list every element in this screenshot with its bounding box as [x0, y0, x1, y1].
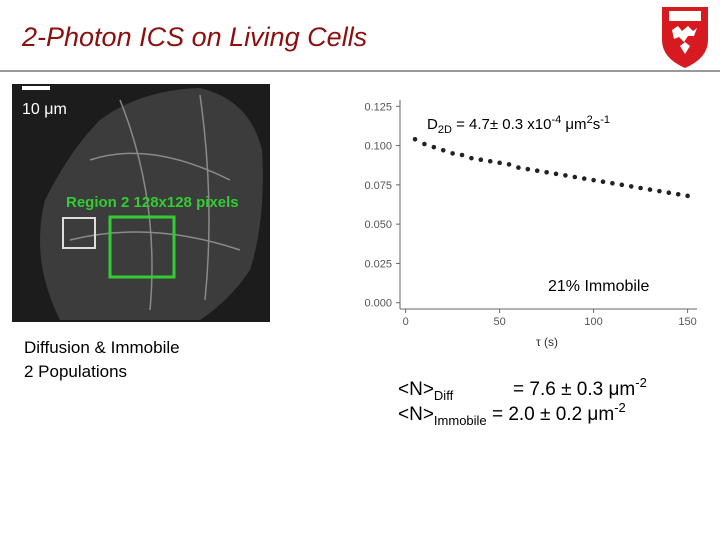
data-point	[647, 187, 653, 192]
logo	[662, 7, 708, 68]
note-line: 2 Populations	[24, 362, 127, 381]
result-superscript: -2	[614, 400, 626, 415]
data-point	[638, 185, 643, 191]
x-tick-label: 100	[584, 316, 602, 328]
data-point	[506, 162, 512, 167]
annotation-superscript: -1	[600, 114, 610, 126]
data-point	[459, 152, 465, 158]
annotation-part: D	[427, 116, 438, 133]
data-point	[619, 182, 625, 188]
data-point	[478, 157, 484, 163]
data-point	[610, 180, 615, 186]
y-tick-label: 0.075	[364, 180, 392, 192]
y-tick-label: 0.050	[364, 219, 392, 231]
chart-annotation: 21% Immobile	[548, 278, 649, 295]
data-point	[666, 190, 672, 196]
note-line: Diffusion & Immobile	[24, 338, 180, 357]
annotation-part: s	[593, 116, 601, 133]
annotation-superscript: 2	[587, 114, 593, 126]
data-point	[572, 174, 578, 180]
y-tick-label: 0.125	[364, 101, 392, 113]
data-point	[581, 176, 587, 181]
data-point	[516, 165, 521, 170]
x-tick-label: 150	[678, 316, 696, 328]
result-value: = 7.6 ± 0.3 μm	[513, 379, 635, 400]
result-line: <N>Immobile = 2.0 ± 0.2 μm-2	[398, 400, 626, 428]
data-point	[553, 171, 559, 177]
chart-annotation: D2D = 4.7± 0.3 x10-4 μm2s-1	[427, 114, 610, 136]
data-point	[422, 141, 427, 147]
y-tick-label: 0.000	[364, 298, 392, 310]
data-point	[431, 144, 437, 150]
result-subscript: Immobile	[434, 413, 487, 428]
annotation-subscript: 2D	[438, 124, 452, 136]
x-tick-label: 50	[494, 316, 506, 328]
data-point	[469, 155, 474, 161]
data-point	[440, 147, 446, 153]
x-tick-label: 0	[403, 316, 409, 328]
data-point	[591, 177, 596, 183]
data-point	[675, 191, 681, 197]
y-tick-label: 0.025	[364, 258, 392, 270]
result-line: <N>Diff = 7.6 ± 0.3 μm-2	[398, 375, 647, 403]
result-value: = 2.0 ± 0.2 μm	[487, 404, 615, 425]
result-symbol: <N>	[398, 404, 434, 425]
slide-title: 2-Photon ICS on Living Cells	[21, 22, 367, 52]
cell-image: 10 μm Region 2 128x128 pixels	[12, 84, 270, 322]
scale-bar-label: 10 μm	[22, 101, 67, 118]
data-point	[628, 184, 634, 189]
y-tick-label: 0.100	[364, 141, 392, 153]
data-point	[657, 188, 662, 194]
data-point	[450, 151, 455, 156]
region-label: Region 2 128x128 pixels	[66, 194, 239, 211]
result-superscript: -2	[635, 375, 647, 390]
data-point	[685, 193, 690, 199]
annotation-part: = 4.7± 0.3 x10	[452, 116, 552, 133]
data-point	[525, 166, 531, 172]
x-axis-label: τ (s)	[536, 335, 558, 349]
data-point	[563, 173, 568, 178]
data-point	[497, 160, 502, 166]
result-symbol: <N>	[398, 379, 434, 400]
data-point	[487, 158, 493, 164]
data-point	[412, 136, 418, 142]
data-point	[534, 168, 540, 174]
annotation-superscript: -4	[551, 114, 561, 126]
annotation-part: μm	[561, 116, 586, 133]
data-point	[544, 169, 549, 175]
data-point	[600, 179, 606, 185]
result-subscript: Diff	[434, 388, 454, 403]
